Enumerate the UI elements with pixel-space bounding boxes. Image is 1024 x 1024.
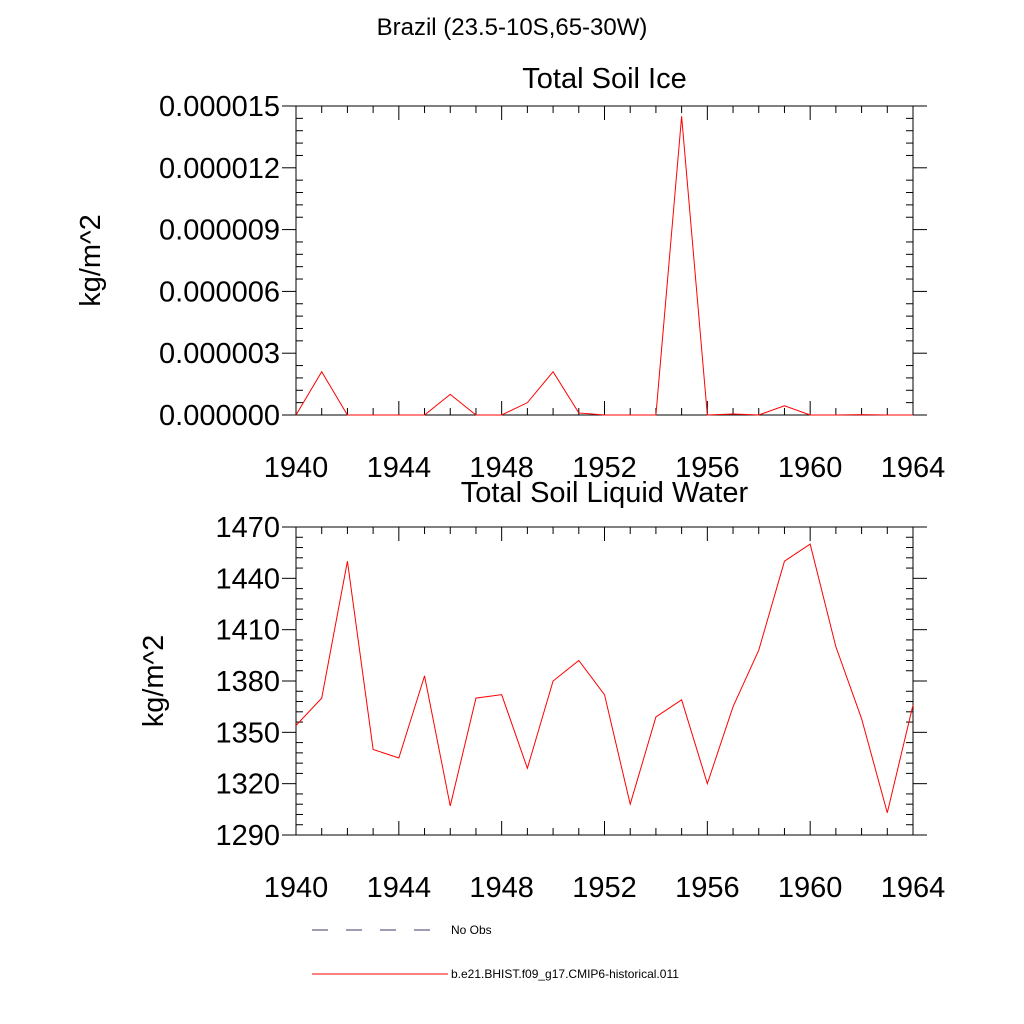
x-tick-label: 1948 (469, 872, 534, 904)
y-tick-label: 0.000003 (159, 338, 280, 370)
series-line-0 (295, 116, 913, 416)
y-tick-label: 0.000009 (159, 215, 280, 247)
y-tick-label: 0.000012 (159, 153, 280, 185)
x-tick-label: 1944 (367, 452, 432, 484)
y-axis-title: kg/m^2 (138, 635, 170, 728)
legend-obs-label: No Obs (451, 923, 492, 937)
chart-title: Total Soil Liquid Water (461, 477, 749, 509)
y-axis-title: kg/m^2 (75, 214, 107, 307)
x-tick-label: 1956 (675, 872, 740, 904)
y-tick-label: 0.000015 (159, 91, 280, 123)
y-tick-label: 1350 (215, 717, 280, 749)
x-tick-label: 1960 (778, 452, 843, 484)
y-tick-label: 1470 (215, 512, 280, 544)
x-tick-label: 1952 (572, 452, 637, 484)
chart-title: Total Soil Ice (522, 63, 686, 95)
x-tick-label: 1952 (572, 872, 637, 904)
chart-panel-1: 1940 1944 1948 1952 1956 1960 1964 1290 1320 1350… (138, 477, 945, 904)
y-tick-label: 1290 (215, 820, 280, 852)
legend: No Obs b.e21.BHIST.f09_g17.CMIP6-histori… (312, 923, 679, 981)
x-tick-label: 1944 (367, 872, 432, 904)
x-tick-label: 1960 (778, 872, 843, 904)
x-tick-label: 1956 (675, 452, 740, 484)
y-tick-label: 0.000006 (159, 276, 280, 308)
y-tick-label: 0.000000 (159, 400, 280, 432)
y-tick-label: 1410 (215, 615, 280, 647)
x-tick-label: 1964 (881, 452, 946, 484)
x-tick-label: 1940 (264, 452, 329, 484)
plot-frame (295, 105, 914, 416)
x-tick-label: 1940 (264, 872, 329, 904)
chart-panel-0: 1940 1944 1948 1952 1956 1960 1964 0.000000 0.00… (75, 63, 945, 484)
page-title: Brazil (23.5-10S,65-30W) (376, 14, 648, 41)
y-tick-label: 1440 (215, 563, 280, 595)
x-tick-label: 1948 (469, 452, 534, 484)
x-tick-label: 1964 (881, 872, 946, 904)
y-tick-label: 1380 (215, 666, 280, 698)
plot-frame (295, 526, 914, 836)
legend-model-label: b.e21.BHIST.f09_g17.CMIP6-historical.011 (451, 967, 679, 981)
y-tick-label: 1320 (215, 769, 280, 801)
series-line-0 (295, 543, 914, 813)
